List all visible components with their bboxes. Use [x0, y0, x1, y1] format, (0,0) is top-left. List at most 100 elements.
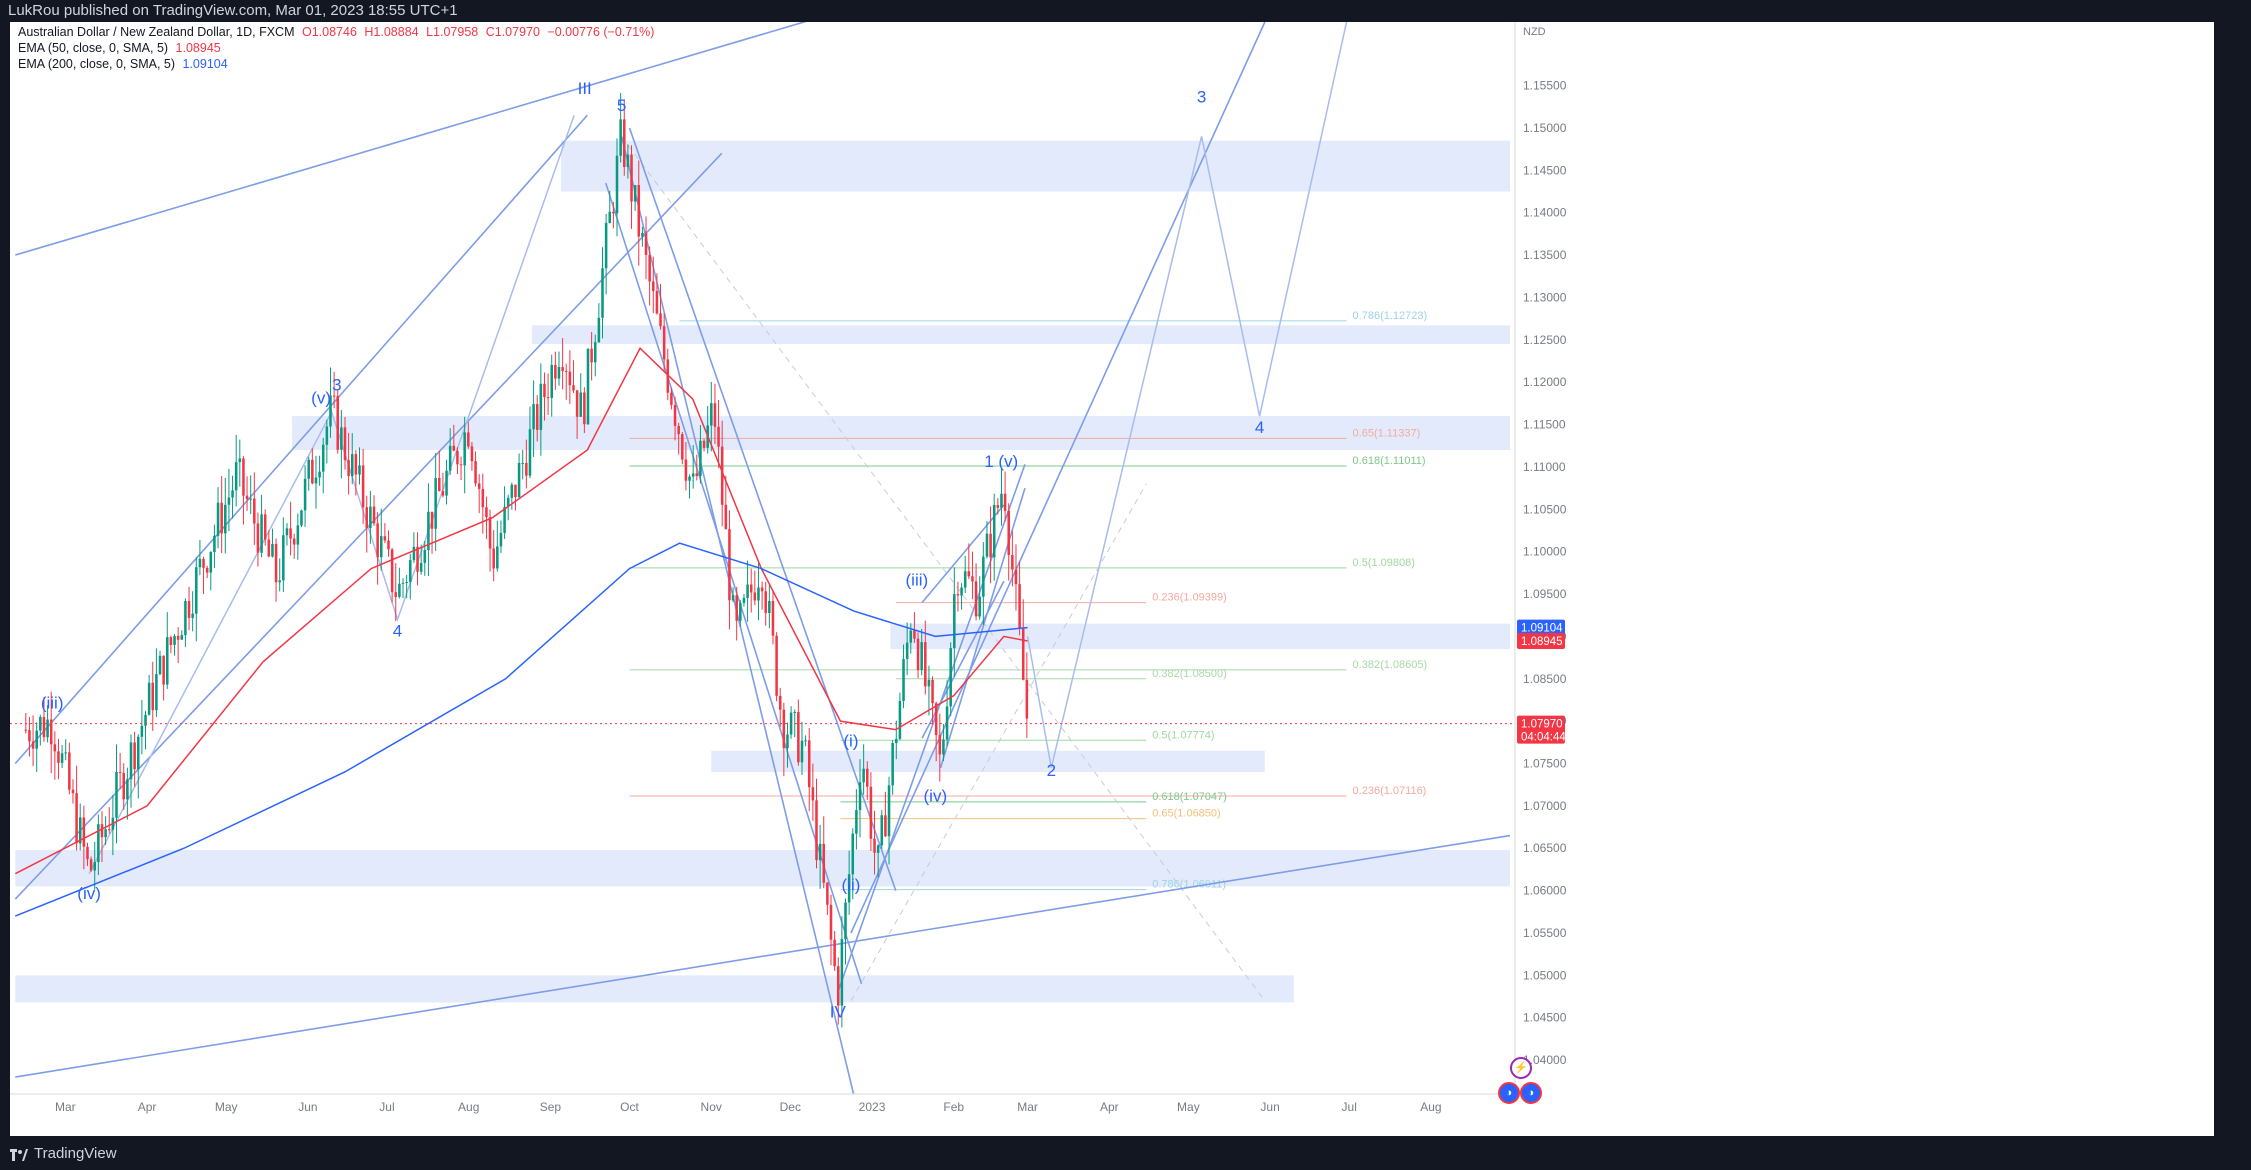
time-tick-label[interactable]: Mar [1017, 1100, 1038, 1114]
time-tick-label[interactable]: Jun [298, 1100, 317, 1114]
fib-level-label: 0.786(1.06011) [1152, 879, 1226, 891]
price-tick-label: 1.09500 [1523, 587, 1567, 601]
fib-level-label: 0.5(1.07774) [1152, 729, 1214, 741]
elliott-wave-path [1026, 22, 1348, 768]
candle-body [263, 514, 267, 540]
time-tick-label[interactable]: Sep [540, 1100, 562, 1114]
ema200-value: 1.09104 [182, 57, 228, 71]
chart-canvas[interactable]: 0.786(1.12723) 0.65(1.11337) 0.618(1.11011… [10, 22, 2214, 1136]
earnings-event-icon[interactable]: ◑ [1520, 1082, 1542, 1104]
candle-body [851, 833, 855, 875]
candle-body [688, 476, 691, 481]
tradingview-logo[interactable]: TradingView [10, 1145, 117, 1162]
candle-body [321, 444, 325, 472]
candle-body [285, 528, 289, 536]
candle-body [184, 601, 187, 636]
candle-body [967, 571, 971, 577]
ema200-legend[interactable]: EMA (200, close, 0, SMA, 5) 1.09104 [18, 57, 232, 71]
symbol-name[interactable]: Australian Dollar / New Zealand Dollar, … [18, 25, 295, 39]
candle-body [191, 613, 194, 618]
candle-body [956, 594, 960, 596]
candle-body [234, 462, 238, 491]
candle-body [782, 709, 786, 749]
dividend-event-icon[interactable]: ⚡ [1510, 1057, 1532, 1079]
time-tick-label[interactable]: May [215, 1100, 238, 1114]
time-tick-label[interactable]: Oct [620, 1100, 639, 1114]
candle-body [525, 462, 528, 476]
candle-body [173, 635, 176, 645]
candle-body [253, 498, 256, 524]
time-tick-label[interactable]: Jun [1260, 1100, 1279, 1114]
candle-body [593, 342, 597, 363]
candle-body [89, 859, 93, 871]
candle-body [419, 562, 423, 572]
candle-body [615, 155, 619, 214]
candle-body [543, 383, 546, 398]
candle-body [423, 550, 427, 563]
tradingview-brand: TradingView [34, 1145, 117, 1162]
time-tick-label[interactable]: Apr [138, 1100, 157, 1114]
trendline [850, 22, 1266, 934]
candle-body [720, 446, 724, 505]
candle-body [586, 348, 590, 425]
candle-body [155, 674, 158, 711]
candle-body [775, 635, 778, 696]
candle-body [93, 862, 96, 871]
ema50-label: EMA (50, close, 0, SMA, 5) [18, 41, 169, 55]
candle-body [46, 719, 49, 738]
candle-body [456, 450, 459, 465]
candle-body [448, 445, 452, 471]
time-tick-label[interactable]: Mar [55, 1100, 76, 1114]
candle-body [953, 594, 956, 649]
candle-body [488, 517, 492, 549]
candle-body [477, 483, 481, 489]
time-tick-label[interactable]: Jul [1342, 1100, 1357, 1114]
candle-body [898, 701, 902, 739]
candle-body [978, 596, 981, 617]
candle-body [608, 211, 612, 223]
candle-body [176, 635, 180, 640]
candle-body [383, 536, 387, 541]
candle-body [575, 390, 579, 417]
time-tick-label[interactable]: Aug [1420, 1100, 1441, 1114]
time-tick-label[interactable]: Dec [780, 1100, 801, 1114]
candle-body [242, 458, 245, 496]
candle-body [307, 459, 310, 479]
candle-body [521, 462, 524, 464]
candle-body [1000, 493, 1003, 508]
candle-body [891, 743, 894, 786]
candle-body [804, 740, 807, 742]
candle-body [452, 445, 456, 451]
time-tick-label[interactable]: Feb [943, 1100, 964, 1114]
candle-body [550, 364, 553, 398]
candle-body [496, 546, 499, 569]
candle-body [826, 882, 829, 905]
candle-body [340, 427, 343, 450]
candle-body [670, 392, 673, 406]
time-tick-label[interactable]: May [1177, 1100, 1200, 1114]
earnings-event-icon[interactable]: ◑ [1498, 1082, 1520, 1104]
candle-body [641, 233, 644, 237]
time-tick-label[interactable]: Apr [1100, 1100, 1119, 1114]
time-tick-label[interactable]: Jul [379, 1100, 394, 1114]
ohlc-low: L1.07958 [426, 25, 479, 39]
candle-body [438, 478, 441, 491]
candle-body [833, 939, 836, 967]
candle-body [822, 843, 826, 883]
candle-body [82, 817, 86, 847]
candle-body [53, 744, 57, 752]
ema50-legend[interactable]: EMA (50, close, 0, SMA, 5) 1.08945 [18, 41, 225, 55]
projection-dashed-line [621, 136, 1266, 1002]
candle-body [992, 504, 996, 558]
time-tick-label[interactable]: Aug [458, 1100, 479, 1114]
publisher-bar: LukRou published on TradingView.com, Mar… [8, 2, 458, 19]
time-tick-label[interactable]: 2023 [859, 1100, 886, 1114]
price-tick-label: 1.04500 [1523, 1011, 1567, 1025]
candle-body [42, 716, 46, 738]
chart-panel[interactable]: 0.786(1.12723) 0.65(1.11337) 0.618(1.11011… [10, 22, 2214, 1136]
candle-body [318, 471, 321, 478]
time-tick-label[interactable]: Nov [701, 1100, 722, 1114]
fib-level-label: 0.618(1.07047) [1152, 791, 1227, 803]
candle-body [836, 966, 840, 1006]
